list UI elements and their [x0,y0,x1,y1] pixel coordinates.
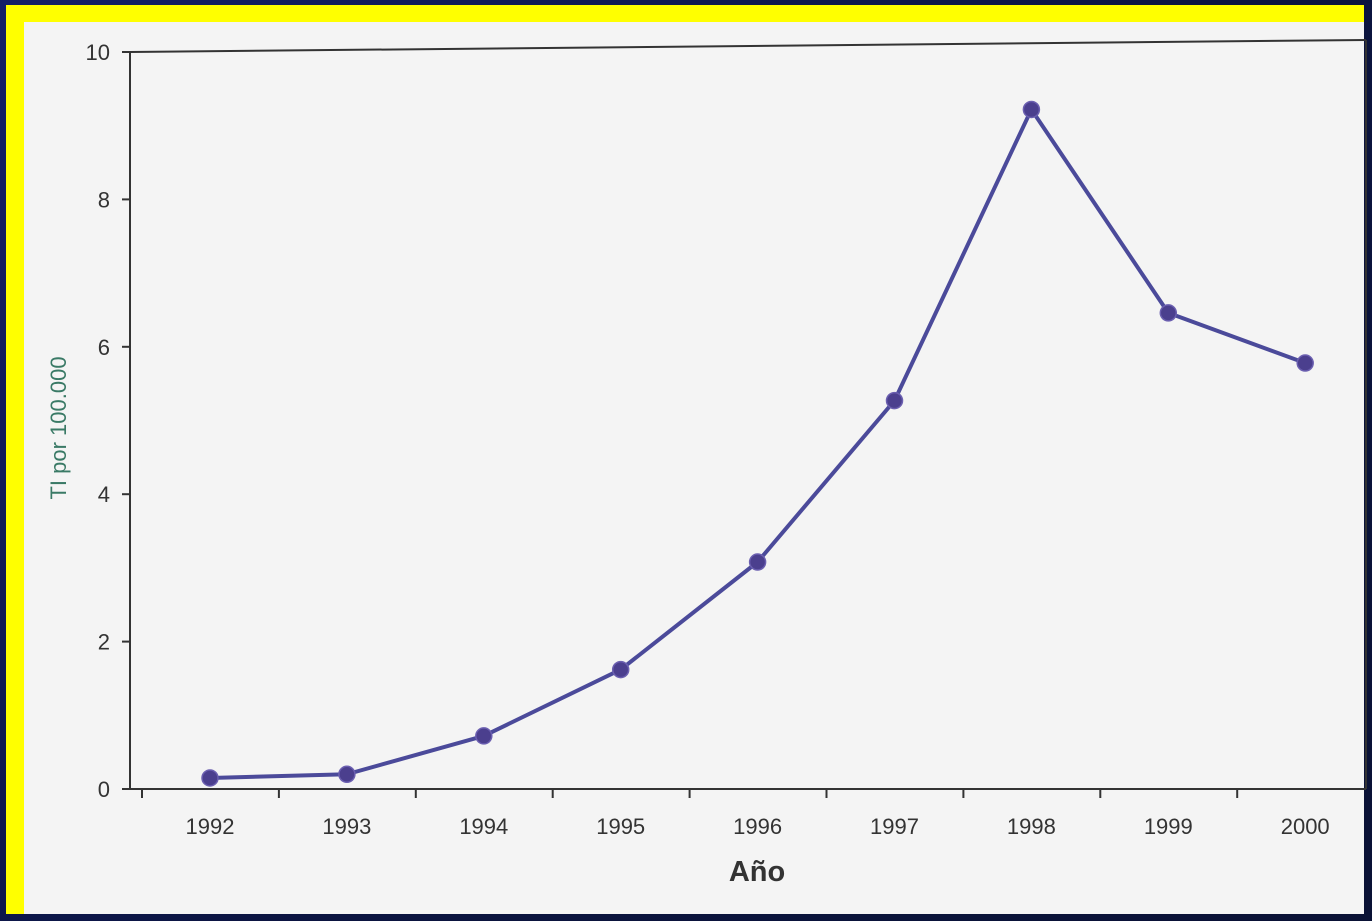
x-tick-label: 1998 [1007,814,1056,839]
plot-top-border [129,39,1367,53]
series-line [209,107,1306,780]
x-tick-label: 1997 [870,814,919,839]
data-point [201,769,219,787]
series-group [201,100,1314,787]
x-tick-label: 1995 [596,814,645,839]
data-point [748,553,767,571]
x-tick-label: 1992 [186,814,235,839]
x-axis-label: Año [729,856,785,888]
x-tick-label: 1999 [1144,814,1193,839]
data-point [885,391,904,410]
y-tick-label: 2 [98,630,110,655]
y-tick-label: 10 [86,40,110,65]
x-tick-label: 1996 [733,814,782,839]
x-ticks: 1992 1993 1994 1995 1996 1997 1998 1999 2000 [141,789,1330,839]
x-tick-label: 1994 [459,814,508,839]
data-point [338,765,356,784]
x-tick-label: 2000 [1281,814,1330,839]
y-tick-label: 6 [98,335,110,360]
y-axis-label: TI por 100.000 [46,356,71,499]
yellow-frame [6,5,1364,914]
y-ticks: 0 2 4 6 8 10 [86,40,130,802]
chart-paper [24,22,1364,914]
data-point [475,727,493,745]
x-tick-label: 1993 [322,814,371,839]
data-point [611,660,630,679]
data-point [1159,304,1178,322]
chart-axes [129,39,1367,790]
data-point [1022,100,1041,119]
y-tick-label: 4 [98,482,110,507]
data-point [1296,354,1314,372]
y-tick-label: 8 [98,187,110,212]
y-tick-label: 0 [98,777,110,802]
